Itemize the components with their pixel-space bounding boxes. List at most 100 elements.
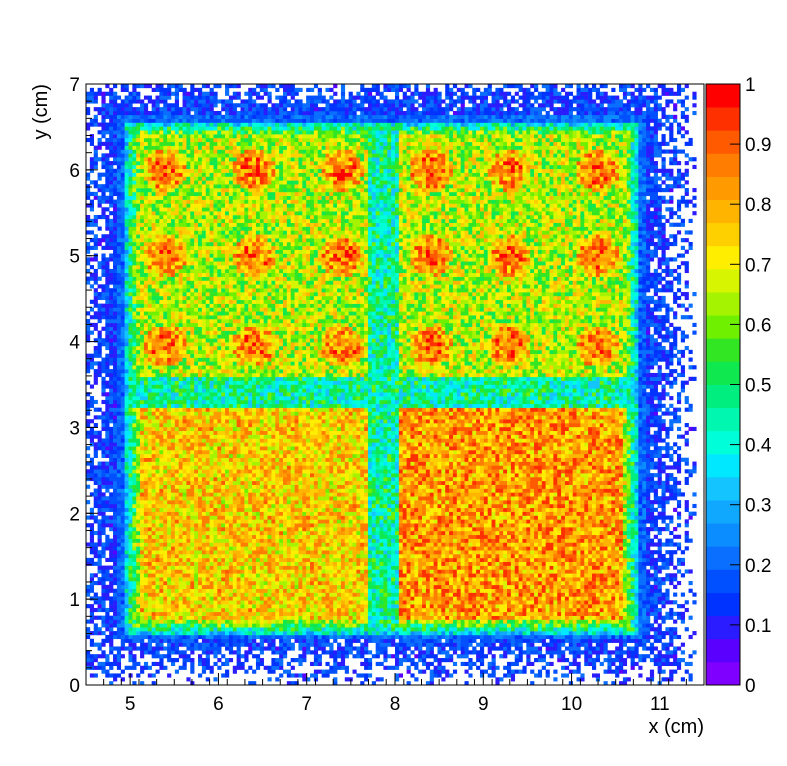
heatmap-cell [622,631,628,636]
heatmap-cell [120,677,125,682]
heatmap-cell [661,596,666,601]
heatmap-cell [460,631,465,636]
heatmap-cell [167,642,172,647]
heatmap-cell [228,596,234,601]
heatmap-cell [109,565,114,570]
heatmap-cell [576,584,581,589]
heatmap-cell [244,638,249,643]
heatmap-cell [371,604,376,609]
heatmap-cell [611,596,616,601]
heatmap-cell [228,538,234,543]
heatmap-cell [248,561,253,566]
heatmap-cell [653,615,658,620]
heatmap-cell [619,623,624,628]
heatmap-cell [259,623,264,628]
heatmap-cell [642,604,647,609]
heatmap-cell [116,604,122,609]
heatmap-cell [449,596,454,601]
heatmap-cell [422,604,427,609]
heatmap-cell [642,654,647,659]
heatmap-cell [340,538,346,543]
heatmap-cell [209,615,214,620]
heatmap-cell [456,619,461,624]
heatmap-cell [537,577,543,582]
heatmap-cell [217,611,222,616]
heatmap-cell [391,546,396,551]
heatmap-cell [170,550,176,555]
heatmap-cell [221,546,226,551]
heatmap-cell [310,584,315,589]
heatmap-cell [599,573,604,578]
heatmap-cell [580,607,585,613]
heatmap-cell [591,627,597,632]
heatmap-cell [665,611,670,616]
heatmap-cell [507,557,512,563]
heatmap-cell [317,654,322,659]
heatmap-cell [564,627,570,632]
heatmap-cell [383,538,388,543]
heatmap-cell [128,588,133,593]
heatmap-cell [360,538,365,543]
heatmap-cell [541,615,546,620]
heatmap-cell [182,627,187,632]
heatmap-cell [630,584,635,589]
heatmap-cell [205,642,210,647]
heatmap-cell [638,634,643,640]
heatmap-cell [564,557,570,563]
heatmap-cell [267,538,272,543]
heatmap-cell [646,546,651,551]
heatmap-cell [190,557,195,563]
heatmap-cell [661,669,666,674]
heatmap-cell [499,634,504,640]
heatmap-cell [271,604,276,609]
heatmap-cell [143,534,149,539]
heatmap-cell [418,658,423,663]
heatmap-cell [116,661,122,667]
heatmap-cell [151,546,156,551]
heatmap-cell [634,642,639,647]
heatmap-cell [167,584,172,589]
heatmap-cell [537,554,543,559]
heatmap-cell [657,631,662,636]
heatmap-cell [487,557,492,563]
heatmap-cell [680,592,685,597]
heatmap-cell [634,561,639,566]
heatmap-cell [352,592,357,597]
heatmap-cell [348,588,353,593]
heatmap-cell [217,592,222,597]
heatmap-cell [159,538,164,543]
heatmap-cell [236,561,241,566]
heatmap-cell [510,565,516,570]
heatmap-cell [329,615,334,620]
heatmap-cell [433,611,438,616]
heatmap-cell [468,538,473,543]
heatmap-cell [367,619,373,624]
heatmap-cell [279,554,284,559]
heatmap-cell [673,619,678,624]
heatmap-cell [151,600,156,605]
heatmap-cell [669,557,674,563]
heatmap-cell [576,642,581,647]
heatmap-cell [437,658,442,663]
heatmap-cell [553,623,558,628]
heatmap-cell [132,627,137,632]
heatmap-cell [228,615,234,620]
heatmap-cell [514,534,519,539]
heatmap-cell [225,673,230,678]
heatmap-cell [588,600,593,605]
heatmap-cell [576,569,581,574]
heatmap-cell [279,565,284,570]
heatmap-cell [329,650,334,655]
heatmap-cell [572,569,577,574]
heatmap-cell [205,596,210,601]
heatmap-cell [619,565,624,570]
heatmap-cell [383,665,388,670]
heatmap-cell [282,565,288,570]
heatmap-cell [495,611,500,616]
heatmap-cell [147,607,152,613]
heatmap-cell [669,607,674,613]
heatmap-cell [228,565,234,570]
heatmap-cell [510,557,516,563]
heatmap-cell [198,661,203,667]
heatmap-cell [553,607,558,613]
